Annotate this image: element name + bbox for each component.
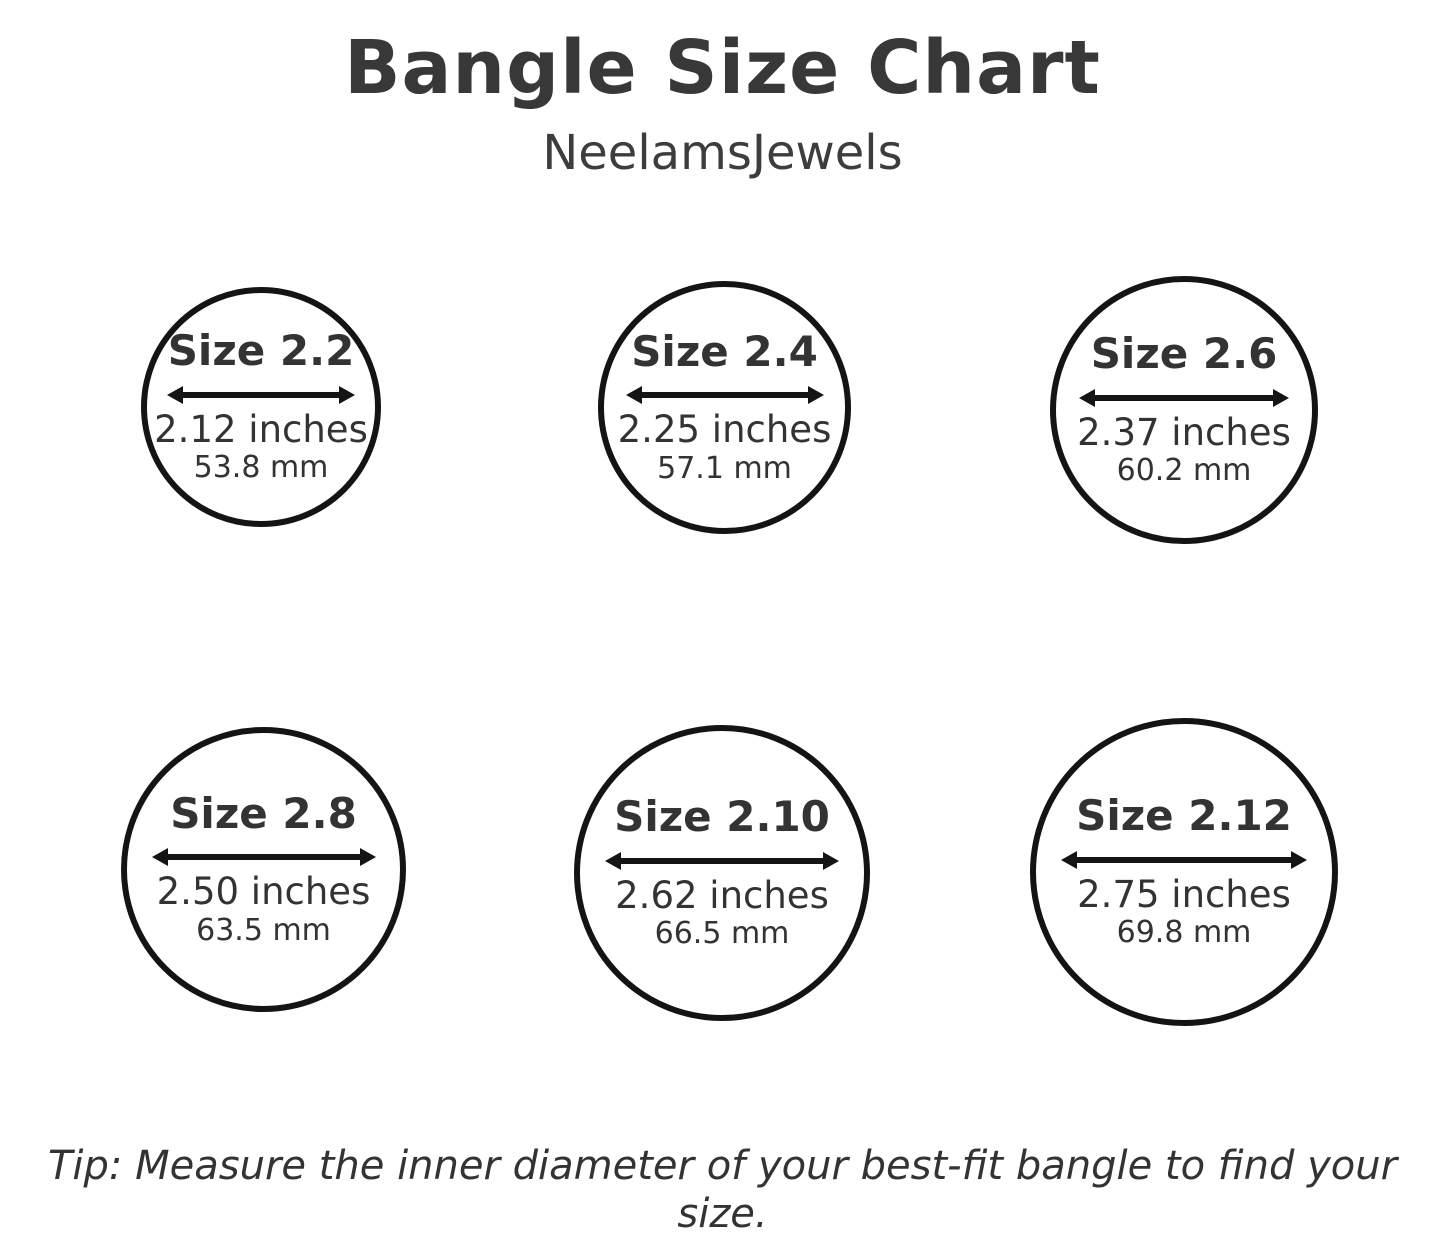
arrow-shaft bbox=[1069, 856, 1299, 863]
bangle-size-circle-2-8: Size 2.8 2.50 inches 63.5 mm bbox=[121, 727, 406, 1012]
diameter-arrow-icon bbox=[626, 385, 824, 405]
diameter-inches: 2.37 inches bbox=[1077, 410, 1291, 454]
brand-name: NeelamsJewels bbox=[542, 124, 903, 181]
size-label: Size 2.2 bbox=[167, 326, 355, 376]
diameter-mm: 66.5 mm bbox=[654, 916, 790, 952]
diameter-inches: 2.75 inches bbox=[1077, 872, 1291, 916]
diameter-arrow-icon bbox=[1061, 850, 1307, 870]
size-label: Size 2.10 bbox=[614, 792, 830, 842]
arrow-shaft bbox=[175, 391, 347, 398]
diameter-mm: 69.8 mm bbox=[1116, 915, 1252, 951]
diameter-arrow-icon bbox=[605, 851, 839, 871]
bangle-size-circle-2-12: Size 2.12 2.75 inches 69.8 mm bbox=[1030, 718, 1338, 1026]
size-label: Size 2.6 bbox=[1090, 329, 1278, 379]
diameter-mm: 60.2 mm bbox=[1116, 453, 1252, 489]
bangle-size-circle-2-2: Size 2.2 2.12 inches 53.8 mm bbox=[141, 287, 381, 527]
bangle-size-circle-2-4: Size 2.4 2.25 inches 57.1 mm bbox=[598, 281, 851, 534]
header: Bangle Size Chart NeelamsJewels bbox=[0, 25, 1445, 181]
diameter-mm: 57.1 mm bbox=[657, 450, 792, 486]
bangle-size-circle-2-10: Size 2.10 2.62 inches 66.5 mm bbox=[574, 725, 870, 1021]
diameter-arrow-icon bbox=[152, 847, 376, 867]
size-label: Size 2.12 bbox=[1076, 791, 1292, 841]
diameter-mm: 53.8 mm bbox=[193, 450, 329, 486]
arrow-shaft bbox=[159, 854, 368, 861]
arrow-shaft bbox=[633, 392, 816, 399]
diameter-inches: 2.62 inches bbox=[615, 873, 829, 917]
diameter-inches: 2.50 inches bbox=[156, 870, 371, 914]
diameter-mm: 63.5 mm bbox=[196, 912, 331, 948]
arrow-shaft bbox=[1087, 394, 1281, 401]
diameter-inches: 2.25 inches bbox=[617, 408, 832, 452]
diameter-arrow-icon bbox=[1079, 388, 1289, 408]
diameter-arrow-icon bbox=[167, 385, 355, 405]
size-label: Size 2.8 bbox=[170, 788, 357, 838]
arrow-shaft bbox=[613, 857, 831, 864]
bangle-size-circle-2-6: Size 2.6 2.37 inches 60.2 mm bbox=[1050, 276, 1318, 544]
measurement-tip: Tip: Measure the inner diameter of your … bbox=[47, 1143, 1398, 1237]
size-label: Size 2.4 bbox=[631, 326, 818, 376]
page-title: Bangle Size Chart bbox=[344, 25, 1101, 111]
diameter-inches: 2.12 inches bbox=[154, 407, 368, 451]
